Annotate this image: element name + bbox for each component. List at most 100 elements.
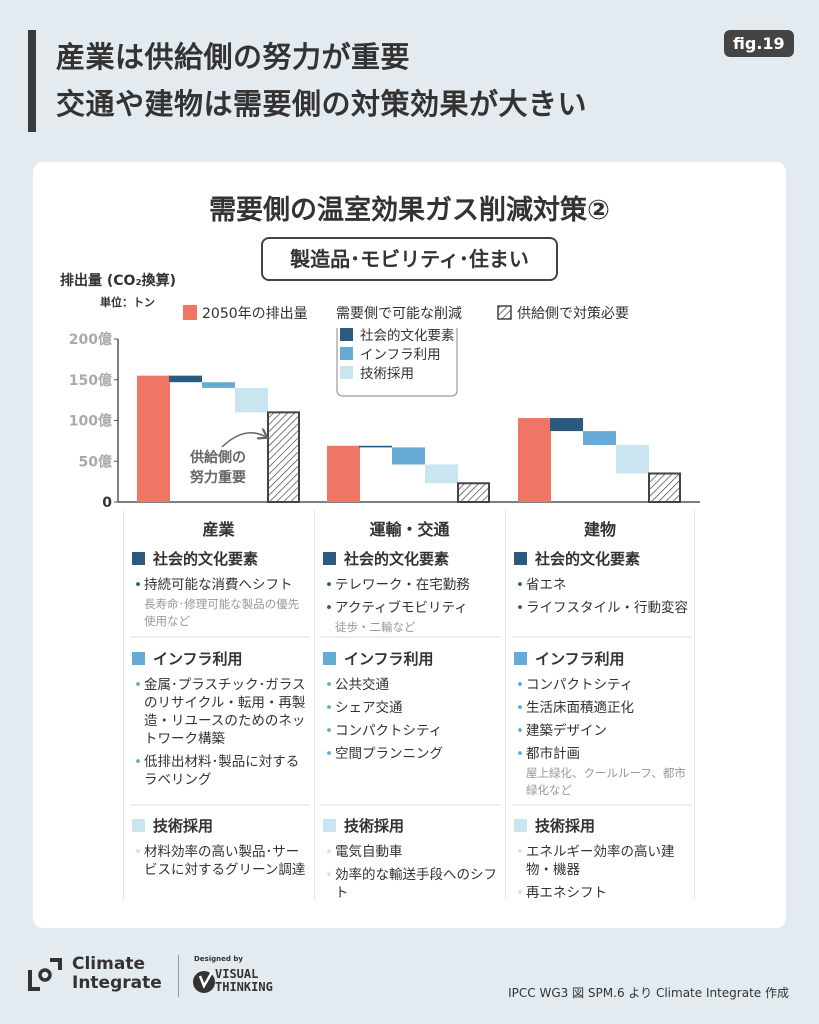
- emissions-bar: [137, 375, 170, 502]
- y-tick-label: 100億: [69, 413, 112, 430]
- unit-label: 単位：トン: [100, 296, 155, 309]
- item-text: 金属･プラスチック･ガラスのリサイクル・転用・再製造・リユースのためのネットワー…: [144, 677, 306, 747]
- y-tick-label: 0: [102, 495, 112, 511]
- bullet-icon: •: [325, 600, 333, 616]
- section-heading: 社会的文化要素: [535, 550, 641, 568]
- list-item: • 持続可能な消費へシフト: [132, 576, 308, 594]
- legend-demand-bracket: [336, 328, 458, 397]
- item-text: 持続可能な消費へシフト: [144, 577, 293, 593]
- social-square-icon: [323, 552, 336, 565]
- bullet-icon: •: [516, 600, 524, 616]
- section-heading: 技術採用: [535, 817, 596, 835]
- item-text: 材料効率の高い製品･サービスに対するグリーン調達: [144, 844, 306, 878]
- supply-side-bar: [457, 482, 490, 504]
- section-divider: [130, 636, 310, 638]
- legend-swatch-supply: [497, 305, 512, 320]
- section-heading: インフラ利用: [535, 650, 625, 668]
- section-heading: 社会的文化要素: [344, 550, 450, 568]
- bullet-icon: •: [325, 677, 333, 693]
- section-social: 社会的文化要素 • 持続可能な消費へシフト長寿命･修理可能な製品の優先使用など: [132, 548, 308, 634]
- item-text: エネルギー効率の高い建物・機器: [526, 844, 675, 878]
- list-item: • 電気自動車: [323, 843, 499, 861]
- item-text: 公共交通: [335, 677, 389, 693]
- visual-thinking-mark-icon: [193, 971, 215, 993]
- supply-side-bar: [267, 411, 300, 504]
- infra-reduction-bar: [202, 382, 235, 388]
- tech-square-icon: [514, 819, 527, 832]
- legend-infra: インフラ利用: [360, 347, 441, 363]
- supply-side-bar: [648, 472, 681, 504]
- social-reduction-bar: [359, 445, 392, 448]
- item-text: 電気自動車: [335, 844, 403, 860]
- column-2: 建物 社会的文化要素 • 省エネ • ライフスタイル・行動変容 インフラ利用 • コンパクト…: [505, 510, 695, 902]
- list-item: • コンパクトシティ: [323, 722, 499, 740]
- item-text: 建築デザイン: [526, 723, 607, 739]
- section-divider: [321, 636, 501, 638]
- card-title: 需要側の温室効果ガス削減対策②: [209, 195, 610, 226]
- list-item: • 材料効率の高い製品･サービスに対するグリーン調達: [132, 843, 308, 879]
- footer-divider: [178, 955, 179, 997]
- section-divider: [512, 804, 692, 806]
- section-heading: インフラ利用: [344, 650, 434, 668]
- headline-accent-bar: [28, 30, 36, 132]
- y-axis-label: 排出量 (CO₂換算): [60, 273, 176, 289]
- content-card: [33, 162, 786, 928]
- section-divider: [130, 804, 310, 806]
- column-0: 産業 社会的文化要素 • 持続可能な消費へシフト 長寿命･修理可能な製品の優先使用など…: [123, 510, 313, 900]
- social-reduction-bar: [169, 375, 202, 383]
- tech-reduction-bar: [235, 387, 268, 413]
- item-text: シェア交通: [335, 700, 403, 716]
- list-item: • 公共交通: [323, 676, 499, 694]
- section-infra: インフラ利用 • コンパクトシティ • 生活床面積適正化 • 建築デザイン • 都市計画 屋上緑化…: [514, 648, 690, 803]
- annotation-text: 供給側の: [189, 449, 246, 466]
- headline-line-1: 産業は供給側の努力が重要: [56, 40, 411, 74]
- item-text: 省エネ: [526, 577, 567, 593]
- item-text: 再エネシフト: [526, 885, 607, 901]
- bullet-icon: •: [516, 844, 524, 860]
- item-text: ライフスタイル・行動変容: [526, 600, 688, 616]
- list-item: • アクティブモビリティ: [323, 599, 499, 617]
- section-heading: 社会的文化要素: [153, 550, 259, 568]
- legend-demand: 需要側で可能な削減: [336, 305, 462, 322]
- section-heading: 技術採用: [344, 817, 405, 835]
- bullet-icon: •: [134, 577, 142, 593]
- item-note: 長寿命･修理可能な製品の優先使用など: [144, 597, 300, 628]
- section-infra: インフラ利用 • 公共交通 • シェア交通 • コンパクトシティ • 空間プランニング: [323, 648, 499, 768]
- y-tick-label: 50億: [79, 453, 112, 470]
- legend-supply: 供給側で対策必要: [517, 305, 629, 322]
- item-text: コンパクトシティ: [526, 677, 634, 693]
- social-square-icon: [132, 552, 145, 565]
- infra-square-icon: [323, 652, 336, 665]
- bullet-icon: •: [325, 867, 333, 883]
- item-text: コンパクトシティ: [335, 723, 443, 739]
- column-1: 運輸・交通 社会的文化要素 • テレワーク・在宅勤務 • アクティブモビリティ 徒歩・二輪…: [314, 510, 504, 902]
- logo-text: Climate Integrate: [72, 954, 162, 993]
- item-text: 低排出材料･製品に対するラベリング: [144, 754, 300, 788]
- section-infra: インフラ利用 • 金属･プラスチック･ガラスのリサイクル・転用・再製造・リユースのた…: [132, 648, 308, 794]
- headline: 産業は供給側の努力が重要 交通や建物は需要側の対策効果が大きい: [56, 34, 587, 128]
- section-social: 社会的文化要素 • テレワーク・在宅勤務 • アクティブモビリティ 徒歩・二輪など: [323, 548, 499, 640]
- list-item: • 省エネ: [514, 576, 690, 594]
- emissions-bar: [327, 445, 360, 502]
- section-divider: [512, 636, 692, 638]
- social-square-icon: [514, 552, 527, 565]
- social-reduction-bar: [550, 418, 583, 432]
- list-item: • 効率的な輸送手段へのシフト: [323, 866, 499, 902]
- bullet-icon: •: [516, 677, 524, 693]
- legend-swatch-tech: [340, 366, 353, 379]
- tech-square-icon: [323, 819, 336, 832]
- list-item: • 建築デザイン: [514, 722, 690, 740]
- infra-square-icon: [514, 652, 527, 665]
- annotation-text: 努力重要: [190, 469, 246, 486]
- list-item: • 再エネシフト: [514, 884, 690, 902]
- list-item: • 都市計画: [514, 745, 690, 763]
- headline-line-2: 交通や建物は需要側の対策効果が大きい: [56, 87, 588, 121]
- item-text: 空間プランニング: [335, 746, 443, 762]
- infra-reduction-bar: [583, 431, 616, 445]
- list-item: • 金属･プラスチック･ガラスのリサイクル・転用・再製造・リユースのためのネットワ…: [132, 676, 308, 748]
- climate-integrate-logo: Climate Integrate: [28, 955, 172, 993]
- y-tick-label: 150億: [69, 372, 112, 389]
- legend-swatch-infra: [340, 347, 353, 360]
- tech-square-icon: [132, 819, 145, 832]
